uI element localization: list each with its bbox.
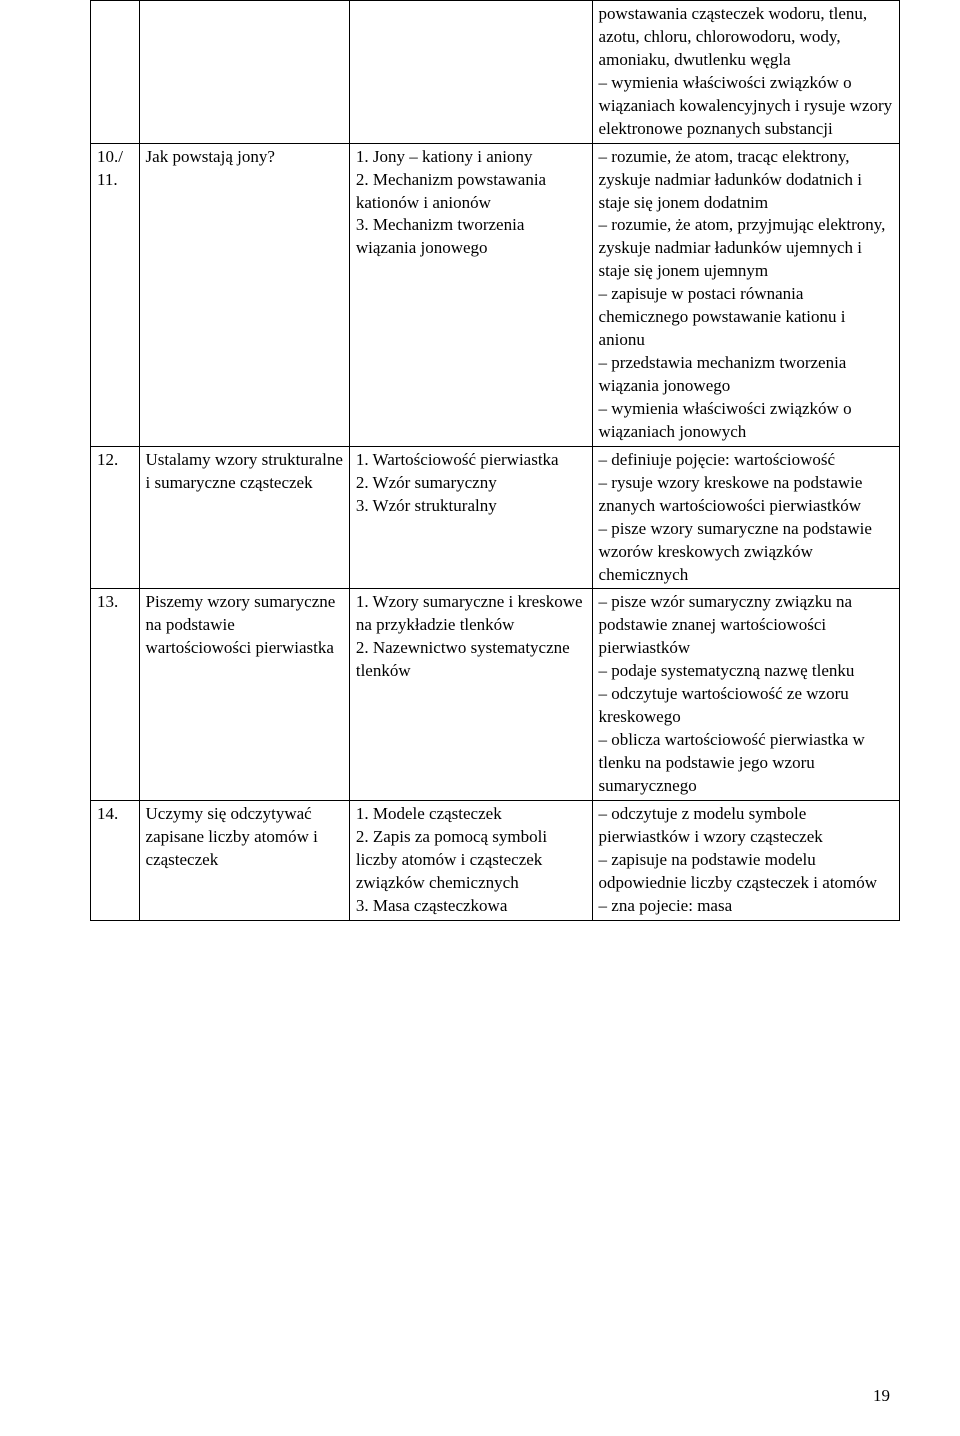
table-row: 14. Uczymy się odczytywać zapisane liczb… bbox=[91, 800, 900, 920]
cell-text: Uczymy się odczytywać zapisane liczby at… bbox=[146, 804, 323, 869]
cell-text: 1. Modele cząsteczek 2. Zapis za pomocą … bbox=[356, 804, 551, 915]
cell-num: 10./ 11. bbox=[91, 143, 140, 446]
cell-content: 1. Modele cząsteczek 2. Zapis za pomocą … bbox=[349, 800, 592, 920]
cell-text: – rozumie, że atom, tracąc elektrony, zy… bbox=[599, 147, 890, 441]
cell-outcomes: – definiuje pojęcie: wartościowość – rys… bbox=[592, 446, 899, 589]
table-row: powstawania cząsteczek wodoru, tlenu, az… bbox=[91, 1, 900, 144]
cell-content: 1. Wartościowość pierwiastka 2. Wzór sum… bbox=[349, 446, 592, 589]
content-table: powstawania cząsteczek wodoru, tlenu, az… bbox=[90, 0, 900, 921]
cell-topic: Piszemy wzory sumaryczne na podstawie wa… bbox=[139, 589, 349, 800]
cell-text: 10./ 11. bbox=[97, 147, 123, 189]
cell-text: 12. bbox=[97, 450, 118, 469]
cell-num: 13. bbox=[91, 589, 140, 800]
cell-text: 13. bbox=[97, 592, 118, 611]
cell-text: 14. bbox=[97, 804, 118, 823]
cell-content bbox=[349, 1, 592, 144]
cell-text: Jak powstają jony? bbox=[146, 147, 275, 166]
cell-outcomes: – rozumie, że atom, tracąc elektrony, zy… bbox=[592, 143, 899, 446]
cell-text: 1. Wzory sumaryczne i kreskowe na przykł… bbox=[356, 592, 587, 680]
cell-topic: Jak powstają jony? bbox=[139, 143, 349, 446]
cell-num: 14. bbox=[91, 800, 140, 920]
cell-topic bbox=[139, 1, 349, 144]
table-body: powstawania cząsteczek wodoru, tlenu, az… bbox=[91, 1, 900, 921]
cell-topic: Uczymy się odczytywać zapisane liczby at… bbox=[139, 800, 349, 920]
cell-num bbox=[91, 1, 140, 144]
cell-text: 1. Wartościowość pierwiastka 2. Wzór sum… bbox=[356, 450, 559, 515]
cell-num: 12. bbox=[91, 446, 140, 589]
cell-text: – pisze wzór sumaryczny związku na podst… bbox=[599, 592, 870, 795]
document-page: powstawania cząsteczek wodoru, tlenu, az… bbox=[0, 0, 960, 1436]
cell-text: 1. Jony – kationy i aniony 2. Mechanizm … bbox=[356, 147, 551, 258]
page-number: 19 bbox=[873, 1386, 890, 1406]
cell-text: powstawania cząsteczek wodoru, tlenu, az… bbox=[599, 4, 897, 138]
cell-outcomes: – pisze wzór sumaryczny związku na podst… bbox=[592, 589, 899, 800]
cell-text: – definiuje pojęcie: wartościowość – rys… bbox=[599, 450, 877, 584]
cell-text: Ustalamy wzory strukturalne i sumaryczne… bbox=[146, 450, 348, 492]
table-row: 10./ 11. Jak powstają jony? 1. Jony – ka… bbox=[91, 143, 900, 446]
cell-text: – odczytuje z modelu symbole pierwiastkó… bbox=[599, 804, 878, 915]
cell-content: 1. Jony – kationy i aniony 2. Mechanizm … bbox=[349, 143, 592, 446]
cell-text: Piszemy wzory sumaryczne na podstawie wa… bbox=[146, 592, 340, 657]
cell-outcomes: – odczytuje z modelu symbole pierwiastkó… bbox=[592, 800, 899, 920]
table-row: 12. Ustalamy wzory strukturalne i sumary… bbox=[91, 446, 900, 589]
cell-content: 1. Wzory sumaryczne i kreskowe na przykł… bbox=[349, 589, 592, 800]
cell-topic: Ustalamy wzory strukturalne i sumaryczne… bbox=[139, 446, 349, 589]
cell-outcomes: powstawania cząsteczek wodoru, tlenu, az… bbox=[592, 1, 899, 144]
table-row: 13. Piszemy wzory sumaryczne na podstawi… bbox=[91, 589, 900, 800]
